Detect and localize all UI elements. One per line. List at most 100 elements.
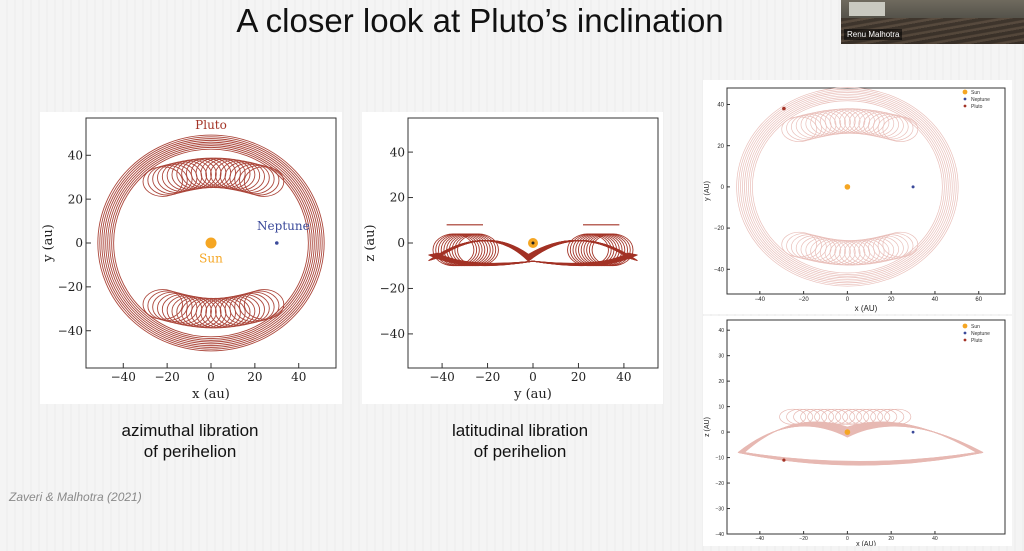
y-tick-label: −20: [58, 280, 83, 294]
plot-frame: [726, 319, 1006, 535]
pluto-orbit-trace: [97, 134, 325, 352]
y-tick-label: 40: [68, 148, 83, 162]
y-tick-label: 20: [68, 192, 83, 206]
pluto-marker: [782, 106, 786, 111]
y-tick-label: 40: [390, 145, 405, 159]
y-tick-label: 0: [721, 185, 725, 191]
y-tick-label: 0: [721, 430, 724, 436]
y-tick-label: 20: [717, 144, 724, 150]
x-tick-label: 0: [846, 536, 849, 542]
y-tick-label: −20: [716, 481, 725, 487]
legend-label: Sun: [971, 90, 980, 96]
latitudinal-plot-panel: −40 −20 0 20 40 −40 −20 0 20 40 y (au) z (au): [362, 112, 663, 404]
legend-marker: [962, 323, 968, 329]
y-tick-label: −20: [714, 226, 725, 232]
neptune-marker: [911, 185, 915, 189]
lecture-hall-screen: [849, 2, 885, 16]
legend-marker: [963, 104, 967, 108]
legend-label: Pluto: [971, 338, 983, 344]
presenter-name: Renu Malhotra: [844, 29, 903, 40]
x-tick-label: −20: [475, 370, 500, 384]
azimuthal-plot: −40 −20 0 20 40 −40 −20 0 20 40 Pluto Neptune Sun x (…: [41, 117, 337, 402]
y-axis-label: z (au): [363, 224, 378, 261]
sun-center: [531, 241, 535, 245]
y-tick-label: −40: [58, 324, 83, 338]
y-axis-label: y (au): [41, 224, 56, 263]
y-tick-label: −10: [716, 455, 725, 461]
caption-azimuthal-line1: azimuthal libration: [121, 421, 259, 440]
x-axis-label: x (au): [192, 387, 230, 402]
right-bottom-plot-panel: −40 −20 0 20 40 −40 −30 −20 −10 0 10 20 30 40 Sun Neptu…: [703, 316, 1012, 548]
legend-label: Sun: [971, 324, 980, 330]
y-tick-label: 40: [717, 103, 724, 109]
x-tick-label: 40: [932, 536, 938, 542]
caption-azimuthal: azimuthal libration of perihelion: [90, 420, 290, 462]
x-tick-label: −40: [756, 536, 765, 542]
y-tick-label: −40: [714, 267, 725, 273]
caption-latitudinal-line2: of perihelion: [473, 442, 567, 461]
neptune-marker: [911, 430, 915, 434]
pluto-orbit-trace: [736, 87, 959, 287]
x-tick-label: 60: [975, 297, 982, 303]
x-tick-label: 0: [529, 370, 537, 384]
pluto-orbit-trace: [428, 233, 638, 267]
x-tick-label: 20: [571, 370, 586, 384]
x-tick-label: −40: [111, 370, 136, 384]
y-tick-label: 20: [390, 191, 405, 205]
legend-marker: [962, 89, 968, 95]
x-tick-label: 20: [247, 370, 262, 384]
neptune-marker: [274, 241, 279, 245]
x-axis-label: x (AU): [855, 304, 878, 313]
x-tick-label: −20: [154, 370, 179, 384]
x-tick-label: 0: [846, 297, 850, 303]
x-tick-label: 0: [207, 370, 215, 384]
sun-marker: [844, 429, 851, 435]
y-tick-label: 0: [397, 236, 405, 250]
right-top-plot-panel: −40 −20 0 20 40 60 −40 −20 0 20 40 Sun Neptune Pluto x…: [703, 80, 1012, 314]
x-tick-label: −40: [755, 297, 766, 303]
x-axis-label: y (au): [513, 387, 552, 402]
sun-label: Sun: [199, 252, 223, 266]
x-tick-label: 40: [932, 297, 939, 303]
pluto-marker: [782, 458, 786, 462]
y-tick-label: 0: [75, 236, 83, 250]
y-axis-label: z (AU): [704, 417, 711, 437]
x-tick-label: −20: [799, 297, 810, 303]
legend-label: Neptune: [971, 331, 990, 337]
sun-marker: [205, 237, 217, 249]
y-tick-label: −40: [380, 327, 405, 341]
y-tick-label: −20: [380, 282, 405, 296]
legend-label: Neptune: [971, 97, 990, 103]
citation: Zaveri & Malhotra (2021): [9, 490, 142, 504]
legend-marker: [963, 338, 967, 342]
x-tick-label: 20: [888, 297, 895, 303]
caption-azimuthal-line2: of perihelion: [143, 442, 237, 461]
latitudinal-plot: −40 −20 0 20 40 −40 −20 0 20 40 y (au) z (au): [363, 117, 659, 402]
y-axis-label: y (AU): [704, 181, 711, 201]
xz-orbit-plot: −40 −20 0 20 40 −40 −30 −20 −10 0 10 20 30 40 SunNeptu…: [704, 319, 1006, 548]
x-tick-label: −20: [799, 536, 808, 542]
slide-title: A closer look at Pluto’s inclination: [236, 2, 724, 39]
x-tick-label: 40: [291, 370, 306, 384]
legend-label: Pluto: [971, 104, 983, 110]
x-tick-label: 20: [888, 536, 894, 542]
pluto-orbit-trace: [737, 408, 984, 466]
legend-marker: [963, 97, 967, 101]
pluto-label: Pluto: [195, 118, 227, 132]
x-axis-label: x (AU): [856, 541, 876, 546]
x-tick-label: 40: [616, 370, 631, 384]
y-tick-label: 40: [718, 328, 724, 334]
neptune-label: Neptune: [257, 219, 310, 233]
presenter-video-thumbnail: Renu Malhotra: [841, 0, 1024, 44]
legend-marker: [963, 331, 967, 335]
azimuthal-plot-panel: −40 −20 0 20 40 −40 −20 0 20 40 Pluto Neptune Sun x (…: [40, 112, 342, 404]
sun-marker: [844, 184, 851, 190]
y-tick-label: −30: [716, 506, 725, 512]
caption-latitudinal-line1: latitudinal libration: [451, 421, 589, 440]
caption-latitudinal: latitudinal libration of perihelion: [410, 420, 630, 462]
y-tick-label: 30: [718, 353, 724, 359]
x-tick-label: −40: [429, 370, 454, 384]
y-tick-label: −40: [716, 532, 725, 538]
plot-frame: [726, 87, 1006, 295]
